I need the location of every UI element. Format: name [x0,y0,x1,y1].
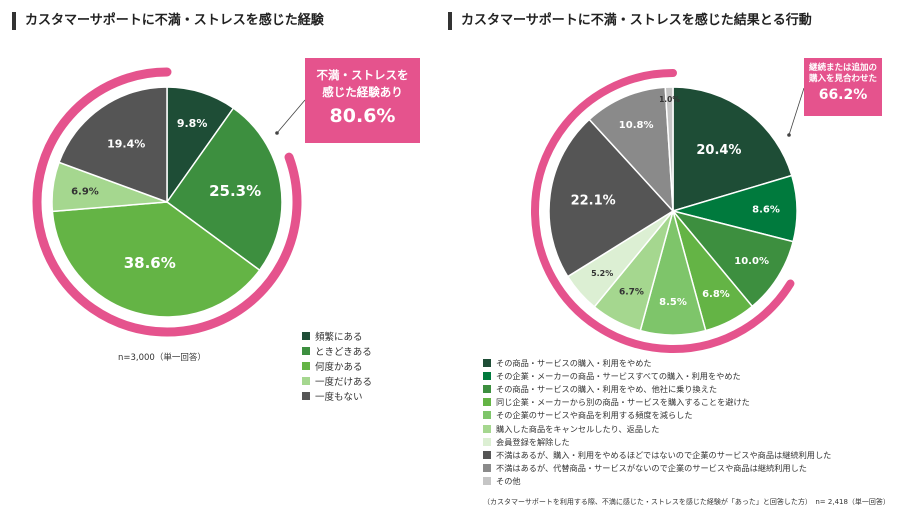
legend-swatch [302,331,310,340]
pie-slice [664,86,674,212]
slice-label: 5.2% [591,269,613,278]
right-highlight-callout: 継続または追加の 購入を見合わせた 66.2% [804,58,882,116]
slice-label: 22.1% [571,194,616,209]
highlight-ring [531,69,795,353]
legend-swatch [483,398,491,407]
slice-label: 10.8% [619,120,654,131]
legend-label: 頻繁にある [315,331,363,343]
slice-label: 20.4% [696,143,741,158]
left-legend: 頻繁にある ときどきある 何度かある 一度だけある 一度もない [302,328,372,403]
legend-label: 会員登録を解除した [496,436,570,447]
legend-label: その商品・サービスの購入・利用をやめ、他社に乗り換えた [496,383,718,394]
legend-label: その企業・メーカーの商品・サービスすべての購入・利用をやめた [496,370,741,381]
legend-label: その他 [496,476,521,487]
left-callout-value: 80.6% [329,105,396,127]
legend-item: その商品・サービスの購入・利用をやめた [483,356,831,369]
legend-swatch [483,450,491,459]
pie-slice [672,86,793,213]
slice-label: 6.9% [71,186,99,197]
legend-item: 会員登録を解除した [483,435,831,448]
slice-label: 6.7% [619,288,644,298]
legend-swatch [483,358,491,367]
callout-pointer [788,87,805,136]
legend-label: 一度だけある [315,376,373,388]
legend-label: 不満はあるが、購入・利用をやめるほどではないので企業のサービスや商品は継続利用し… [496,449,832,460]
legend-swatch [483,411,491,420]
legend-label: 同じ企業・メーカーから別の商品・サービスを購入することを避けた [496,397,750,408]
legend-item: その企業・メーカーの商品・サービスすべての購入・利用をやめた [483,369,831,382]
pie-slice [165,107,283,272]
left-callout-line1: 不満・ストレスを [316,68,409,82]
left-highlight-callout: 不満・ストレスを 感じた経験あり 80.6% [305,58,420,143]
legend-item: 頻繁にある [302,328,372,343]
left-callout-line2: 感じた経験あり [322,85,403,99]
pie-slice [51,201,261,318]
legend-swatch [302,346,310,355]
legend-swatch [483,437,491,446]
callout-pointer-dot [787,133,791,137]
legend-swatch [483,371,491,380]
slice-label: 8.5% [659,297,687,308]
legend-label: 何度かある [315,361,363,373]
slice-label: 19.4% [107,137,145,150]
highlight-ring [32,67,302,337]
legend-label: 不満はあるが、代替商品・サービスがないので企業のサービスや商品は継続利用した [496,463,807,474]
pie-slice [548,118,675,278]
legend-label: 購入した商品をキャンセルしたり、返品した [496,423,660,434]
legend-item: 購入した商品をキャンセルしたり、返品した [483,422,831,435]
slice-label: 1.0% [659,95,680,104]
legend-label: その商品・サービスの購入・利用をやめた [496,357,652,368]
callout-pointer-dot [275,131,279,135]
legend-label: 一度もない [315,391,363,403]
slice-label: 10.0% [734,256,769,267]
legend-label: その企業のサービスや商品を利用する頻度を減らした [496,410,693,421]
legend-item: その企業のサービスや商品を利用する頻度を減らした [483,409,831,422]
legend-item: その他 [483,475,831,488]
legend-swatch [483,464,491,473]
callout-pointer [276,99,306,134]
legend-item: 何度かある [302,358,372,373]
slice-label: 6.8% [702,289,730,300]
right-chart-title: カスタマーサポートに不満・ストレスを感じた結果とる行動 [448,12,812,30]
legend-swatch [302,376,310,385]
legend-item: 一度だけある [302,373,372,388]
legend-item: 不満はあるが、代替商品・サービスがないので企業のサービスや商品は継続利用した [483,462,831,475]
right-callout-line1: 継続または追加の [808,63,877,73]
right-callout-value: 66.2% [818,87,868,103]
legend-item: ときどきある [302,343,372,358]
legend-swatch [483,424,491,433]
legend-item: その商品・サービスの購入・利用をやめ、他社に乗り換えた [483,382,831,395]
left-sample-note: n=3,000（単一回答） [118,353,206,363]
pie-slice [670,209,795,308]
right-legend: その商品・サービスの購入・利用をやめた その企業・メーカーの商品・サービスすべて… [483,356,831,488]
slice-label: 38.6% [124,254,176,272]
pie-slice [588,86,674,214]
legend-item: 不満はあるが、購入・利用をやめるほどではないので企業のサービスや商品は継続利用し… [483,448,831,461]
slice-label: 8.6% [752,205,780,216]
legend-swatch [302,391,310,400]
left-chart-title: カスタマーサポートに不満・ストレスを感じた経験 [12,12,324,30]
legend-swatch [483,477,491,486]
legend-swatch [302,361,310,370]
legend-swatch [483,384,491,393]
slice-label: 9.8% [177,117,208,130]
legend-item: 同じ企業・メーカーから別の商品・サービスを購入することを避けた [483,396,831,409]
right-sample-note: （カスタマーサポートを利用する際、不満に感じた・ストレスを感じた経験が「あった」… [483,498,890,506]
right-callout-line2: 購入を見合わせた [808,74,877,84]
legend-item: 一度もない [302,388,372,403]
pie-slice [58,86,168,204]
slice-label: 25.3% [209,182,261,200]
legend-label: ときどきある [315,346,372,358]
